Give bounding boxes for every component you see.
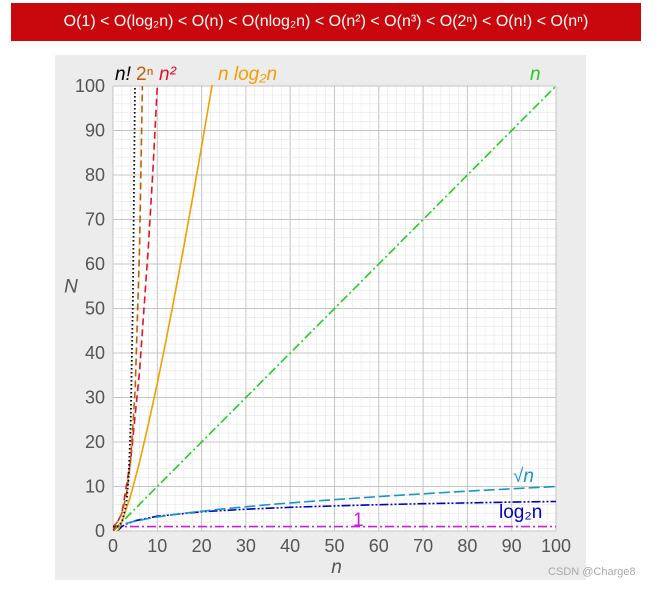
- series-line: [116, 85, 213, 531]
- grid: [112, 85, 557, 532]
- y-tick-label: 10: [85, 477, 105, 497]
- curves: [113, 85, 557, 531]
- y-axis-label: N: [64, 276, 78, 297]
- x-tick-label: 80: [457, 536, 477, 556]
- x-tick-label: 0: [108, 536, 118, 556]
- curve-label-sqrtn: √n: [513, 466, 534, 487]
- x-tick-label: 100: [541, 536, 571, 556]
- series-line: [113, 85, 159, 531]
- complexity-order-text: O(1) < O(log₂n) < O(n) < O(nlog₂n) < O(n…: [63, 13, 589, 30]
- curve-label-n: n: [530, 64, 541, 85]
- series-line: [113, 85, 136, 528]
- x-tick-label: 50: [324, 536, 344, 556]
- watermark: CSDN @Charge8: [548, 566, 636, 578]
- x-tick-label: 20: [192, 536, 212, 556]
- x-tick-label: 40: [280, 536, 300, 556]
- y-tick-label: 0: [95, 521, 105, 541]
- curve-label-twon: 2ⁿ: [136, 64, 154, 85]
- curve-label-logn: log₂n: [499, 502, 542, 523]
- curve-label-nsq: n²: [159, 64, 177, 85]
- y-tick-label: 80: [85, 165, 105, 185]
- x-tick-label: 30: [236, 536, 256, 556]
- curve-label-nfact: n!: [115, 64, 132, 85]
- y-tick-label: 100: [75, 76, 105, 96]
- x-tick-label: 10: [147, 536, 167, 556]
- x-tick-label: 90: [502, 536, 522, 556]
- y-tick-label: 90: [85, 121, 105, 141]
- y-tick-label: 40: [85, 343, 105, 363]
- x-tick-label: 60: [369, 536, 389, 556]
- chart-card: 0 10 20 30 40 50 60 70 80 90 100 0 10 20 30 40 50 60 70 80 9…: [55, 55, 586, 580]
- y-tick-label: 30: [85, 388, 105, 408]
- curve-label-one: 1: [353, 510, 364, 531]
- series-line: [113, 85, 557, 531]
- y-tick-label: 20: [85, 432, 105, 452]
- curve-label-nlogn: n log₂n: [218, 64, 277, 85]
- x-axis-label: n: [331, 557, 342, 578]
- x-tick-label: 70: [413, 536, 433, 556]
- y-tick-label: 60: [85, 254, 105, 274]
- y-tick-label: 70: [85, 210, 105, 230]
- complexity-chart: 0 10 20 30 40 50 60 70 80 90 100 0 10 20 30 40 50 60 70 80 9…: [64, 64, 571, 578]
- y-tick-label: 50: [85, 299, 105, 319]
- complexity-order-banner: O(1) < O(log₂n) < O(n) < O(nlog₂n) < O(n…: [11, 3, 641, 41]
